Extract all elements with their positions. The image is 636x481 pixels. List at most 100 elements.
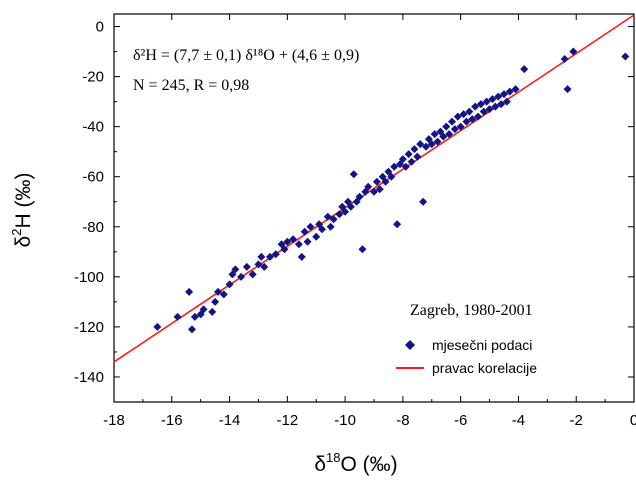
data-point	[453, 112, 462, 121]
axis-ticks: -18 -16 -14 -12 -10 -8 -6 -4 -2 00-20-40-60-80-10…	[74, 14, 636, 429]
x-tick-label: -2	[570, 412, 583, 429]
data-point	[450, 125, 459, 134]
data-point	[190, 312, 199, 321]
data-point	[280, 245, 289, 254]
data-point	[375, 185, 384, 194]
legend: mjesečni podaci pravac korelacije	[396, 337, 537, 376]
data-point	[442, 122, 451, 131]
y-tick-label: -140	[74, 369, 104, 386]
data-point	[381, 177, 390, 186]
data-point	[459, 110, 468, 119]
x-tick-label: -16	[161, 412, 183, 429]
data-point	[266, 252, 274, 261]
data-point	[445, 130, 454, 139]
data-point	[370, 187, 378, 196]
stats-annotation: N = 245, R = 0,98	[133, 77, 249, 94]
data-point	[185, 287, 194, 296]
data-point	[271, 250, 280, 259]
data-point	[248, 270, 257, 279]
x-axis-title: δ18O (‰)	[314, 450, 397, 476]
data-point	[474, 112, 482, 121]
data-point	[401, 162, 410, 171]
data-point	[318, 225, 326, 234]
data-point	[257, 252, 266, 261]
data-point	[219, 290, 228, 299]
data-point	[485, 105, 494, 114]
data-point	[346, 202, 355, 211]
data-point	[502, 97, 511, 106]
data-point	[468, 115, 477, 124]
data-point	[231, 265, 240, 274]
data-point	[225, 280, 234, 289]
data-point	[398, 155, 407, 164]
data-point	[511, 85, 520, 94]
data-point	[289, 235, 298, 244]
data-point	[329, 215, 338, 224]
data-point	[283, 237, 292, 246]
data-point	[563, 85, 572, 94]
data-point	[199, 305, 208, 314]
legend-label-scatter: mjesečni podaci	[432, 337, 532, 353]
legend-label-line: pravac korelacije	[432, 360, 537, 376]
data-point	[621, 52, 630, 61]
x-tick-label: -10	[334, 412, 356, 429]
data-point	[433, 137, 442, 146]
x-tick-label: 0	[630, 412, 636, 429]
data-point	[349, 170, 358, 179]
data-point	[372, 177, 381, 186]
y-tick-label: 0	[96, 19, 104, 36]
data-point	[491, 102, 500, 111]
data-point	[413, 152, 422, 161]
data-point	[427, 140, 436, 149]
plot-area	[113, 13, 635, 403]
data-point	[323, 212, 332, 221]
data-points-layer	[153, 47, 630, 334]
data-point	[471, 102, 480, 111]
data-point	[419, 197, 428, 206]
data-point	[364, 182, 373, 191]
data-point	[500, 90, 508, 99]
data-point	[520, 65, 529, 74]
data-point	[355, 192, 364, 201]
x-tick-label: -4	[512, 412, 525, 429]
data-point	[482, 97, 491, 106]
x-tick-label: -6	[454, 412, 467, 429]
data-point	[300, 227, 309, 236]
data-point	[439, 132, 448, 141]
data-point	[422, 142, 430, 151]
y-axis-title: δ2H (‰)	[9, 173, 35, 248]
data-point	[294, 240, 303, 249]
data-point	[462, 117, 471, 126]
data-point	[448, 117, 456, 126]
data-point	[312, 232, 321, 241]
data-point	[387, 172, 396, 181]
data-point	[456, 122, 465, 131]
data-point	[494, 92, 503, 101]
data-point	[188, 325, 196, 334]
data-point	[410, 145, 419, 154]
data-point	[237, 272, 246, 281]
data-point	[465, 107, 474, 116]
data-point	[569, 47, 578, 56]
data-point	[505, 87, 514, 96]
data-point	[430, 130, 439, 139]
data-point	[479, 107, 488, 116]
data-point	[488, 95, 497, 104]
y-tick-label: -80	[82, 219, 104, 236]
data-point	[306, 222, 315, 231]
equation-annotation: δ²H = (7,7 ± 0,1) δ¹⁸O + (4,6 ± 0,9)	[133, 47, 359, 64]
x-tick-label: -12	[276, 412, 298, 429]
data-point	[416, 140, 425, 149]
data-point	[476, 100, 485, 109]
data-point	[335, 210, 344, 219]
y-tick-label: -120	[74, 319, 104, 336]
x-tick-label: -18	[103, 412, 125, 429]
legend-marker-scatter	[405, 340, 415, 350]
data-point	[211, 297, 220, 306]
y-tick-label: -20	[82, 69, 104, 86]
y-tick-label: -60	[82, 169, 104, 186]
y-tick-label: -40	[82, 119, 104, 136]
data-point	[560, 55, 569, 64]
location-annotation: Zagreb, 1980-2001	[410, 302, 533, 319]
